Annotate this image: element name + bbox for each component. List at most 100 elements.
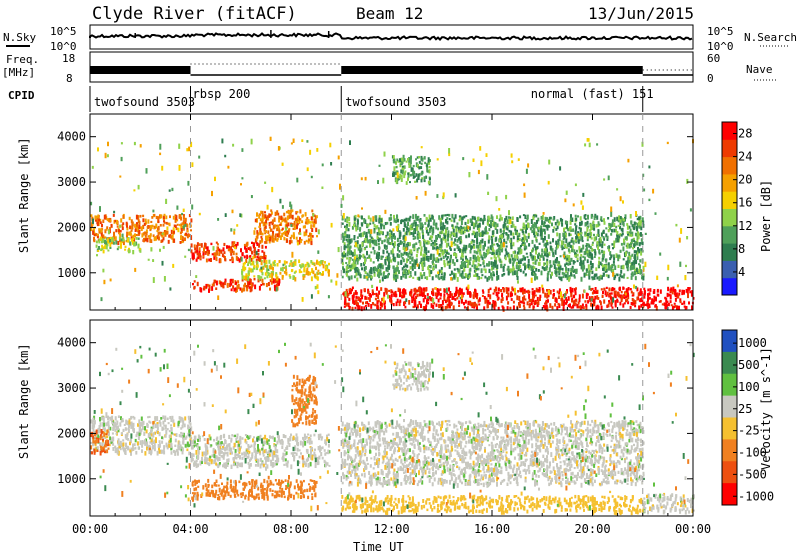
- data-cell: [555, 228, 558, 231]
- data-cell: [448, 148, 451, 154]
- data-cell: [378, 271, 381, 275]
- data-cell: [93, 450, 96, 455]
- data-cell: [425, 226, 428, 230]
- data-cell: [505, 295, 508, 301]
- data-cell: [411, 223, 414, 227]
- data-cell: [622, 287, 625, 290]
- data-cell: [590, 231, 593, 237]
- data-cell: [640, 303, 643, 308]
- data-cell: [443, 296, 446, 301]
- data-cell: [415, 173, 418, 177]
- data-cell: [496, 215, 498, 219]
- data-cell: [409, 162, 412, 168]
- data-cell: [484, 243, 486, 247]
- data-cell: [502, 225, 505, 228]
- data-cell: [236, 444, 239, 448]
- data-cell: [256, 264, 259, 268]
- data-cell: [454, 273, 457, 278]
- data-cell: [678, 292, 681, 296]
- data-cell: [414, 236, 417, 240]
- data-cell: [447, 242, 450, 247]
- data-cell: [155, 223, 158, 229]
- data-cell: [95, 429, 98, 435]
- data-cell: [479, 217, 482, 222]
- data-cell: [170, 431, 173, 435]
- data-cell: [640, 269, 642, 274]
- data-cell: [412, 164, 415, 168]
- data-cell: [294, 261, 297, 266]
- data-cell: [552, 255, 555, 258]
- data-cell: [239, 213, 242, 217]
- data-cell: [166, 445, 169, 448]
- data-cell: [633, 226, 636, 231]
- data-cell: [512, 232, 515, 236]
- data-cell: [540, 233, 543, 239]
- data-cell: [487, 248, 490, 252]
- data-cell: [652, 300, 655, 305]
- data-cell: [180, 434, 183, 438]
- data-cell: [455, 232, 458, 237]
- data-cell: [280, 267, 283, 271]
- data-cell: [638, 263, 640, 266]
- data-cell: [607, 274, 610, 279]
- data-cell: [362, 253, 365, 258]
- data-cell: [524, 298, 527, 301]
- data-cell: [413, 247, 416, 250]
- data-cell: [373, 273, 376, 277]
- data-cell: [526, 214, 529, 220]
- data-cell: [387, 239, 390, 245]
- data-cell: [344, 291, 347, 297]
- data-cell: [412, 305, 415, 309]
- data-cell: [360, 177, 363, 181]
- data-cell: [642, 265, 645, 269]
- data-cell: [231, 257, 234, 262]
- data-cell: [544, 262, 547, 265]
- data-cell: [367, 239, 370, 244]
- data-cell: [486, 219, 489, 224]
- data-cell: [250, 263, 253, 266]
- data-cell: [598, 252, 601, 255]
- data-cell: [139, 144, 142, 148]
- data-cell: [600, 216, 603, 220]
- data-cell: [552, 260, 555, 265]
- data-cell: [372, 216, 375, 222]
- data-cell: [273, 261, 276, 265]
- data-cell: [235, 252, 238, 256]
- data-cell: [135, 434, 138, 438]
- data-cell: [536, 276, 539, 280]
- data-cell: [601, 294, 604, 298]
- data-cell: [379, 269, 382, 274]
- data-cell: [491, 230, 494, 235]
- data-cell: [159, 224, 162, 227]
- data-cell: [513, 270, 516, 276]
- data-cell: [608, 223, 611, 227]
- data-cell: [622, 200, 624, 204]
- data-cell: [418, 232, 421, 238]
- data-cell: [399, 173, 402, 179]
- data-cell: [422, 260, 425, 263]
- data-cell: [132, 415, 135, 419]
- data-cell: [379, 306, 382, 310]
- data-cell: [299, 239, 302, 244]
- data-cell: [482, 291, 485, 294]
- data-cell: [169, 416, 172, 420]
- data-cell: [583, 289, 586, 293]
- data-cell: [559, 276, 562, 280]
- data-cell: [347, 228, 350, 232]
- data-cell: [223, 281, 226, 286]
- data-cell: [613, 264, 616, 267]
- data-cell: [265, 259, 268, 265]
- data-cell: [393, 293, 396, 297]
- data-cell: [450, 277, 453, 281]
- data-cell: [369, 233, 372, 238]
- data-cell: [619, 222, 622, 226]
- data-cell: [274, 236, 277, 241]
- data-cell: [533, 302, 536, 305]
- data-cell: [449, 245, 452, 250]
- data-cell: [500, 260, 503, 264]
- data-cell: [247, 282, 249, 286]
- data-cell: [147, 258, 150, 261]
- data-cell: [424, 161, 427, 165]
- data-cell: [584, 300, 587, 303]
- data-cell: [247, 284, 250, 288]
